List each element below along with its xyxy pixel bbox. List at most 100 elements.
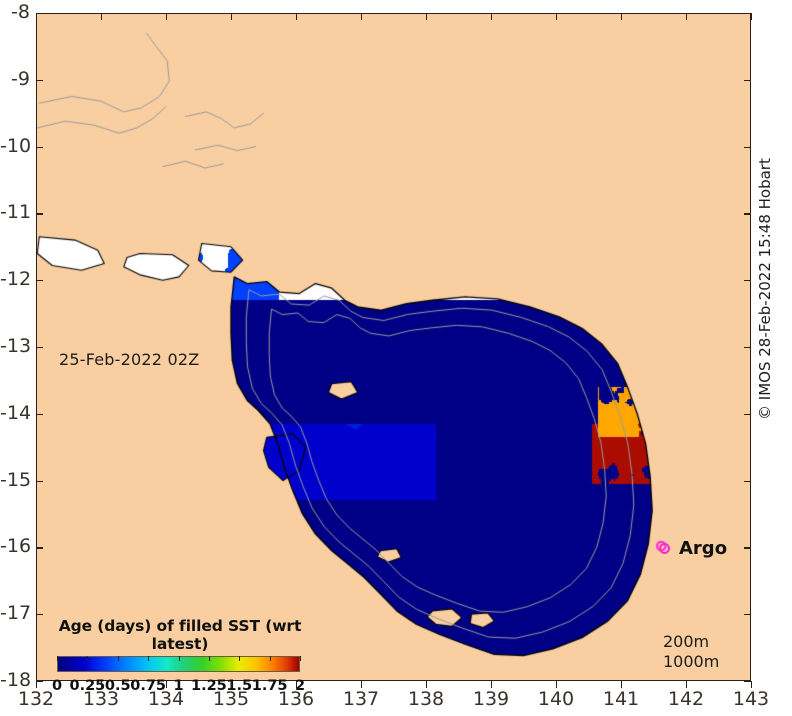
y-axis-tick-right	[744, 213, 751, 215]
y-axis-label: -9	[11, 67, 30, 90]
argo-legend: Argo	[659, 538, 727, 559]
x-axis-tick-top	[231, 13, 233, 20]
x-axis-tick	[231, 681, 233, 688]
depth-label-200m: 200m	[663, 632, 710, 651]
y-axis-tick-right	[744, 480, 751, 482]
depth-label-1000m: 1000m	[663, 652, 720, 671]
y-axis-label: -10	[0, 134, 32, 157]
depth-contour-legend: 200m 1000m	[663, 632, 719, 672]
x-axis-tick-top	[621, 13, 623, 20]
x-axis-label: 135	[212, 688, 250, 710]
y-axis-label: -15	[0, 468, 32, 491]
x-axis-label: 141	[602, 688, 640, 710]
x-axis-label: 139	[472, 688, 510, 710]
colorbar-title: Age (days) of filled SST (wrt latest)	[58, 617, 302, 653]
colorbar-tick-label: 0.25	[69, 678, 106, 694]
colorbar-tick	[300, 656, 301, 661]
colorbar-tick-label: 1	[173, 678, 184, 694]
colorbar-tick-label: 2	[294, 678, 306, 694]
y-axis-tick-right	[744, 347, 751, 349]
x-axis-tick-top	[36, 13, 38, 20]
colorbar-tick-label: 0	[51, 678, 63, 694]
x-axis-tick-top	[491, 13, 493, 20]
colorbar-tick-label: 0.75	[130, 678, 167, 694]
colorbar-tick-label: 1.5	[226, 678, 253, 694]
y-axis-tick-right	[744, 547, 751, 549]
x-axis-tick-top	[101, 13, 103, 20]
y-axis-label: -14	[0, 401, 32, 424]
y-axis-tick-right	[744, 79, 751, 82]
y-axis-tick-right	[744, 280, 751, 282]
x-axis-tick	[361, 681, 363, 688]
date-stamp-annotation: 25-Feb-2022 02Z	[59, 350, 200, 369]
x-axis-label: 132	[17, 688, 55, 710]
colorbar-tick	[87, 656, 89, 661]
x-axis-tick-top	[686, 13, 688, 20]
x-axis-tick	[491, 681, 493, 688]
x-axis-tick	[426, 681, 428, 688]
y-axis-label: -17	[0, 602, 32, 625]
y-axis-label: -18	[0, 669, 32, 691]
x-axis-label: 142	[667, 688, 705, 710]
y-axis-label: -16	[0, 535, 32, 558]
colorbar-tick-labels: 0 0.25 0.5 0.75 1 1.25 1.5 1.75 2	[52, 678, 305, 698]
argo-marker-icon	[659, 543, 670, 554]
x-axis-label: 134	[147, 688, 185, 710]
x-axis-label: 138	[407, 688, 445, 710]
x-axis-tick-top	[751, 13, 753, 20]
y-axis-tick	[36, 614, 43, 616]
y-axis-tick-right	[744, 13, 751, 15]
map-plot-area[interactable]	[36, 13, 751, 681]
y-axis-label: -13	[0, 335, 32, 357]
y-axis-tick-right	[744, 413, 751, 416]
x-axis-tick-top	[296, 13, 298, 20]
x-axis-tick	[751, 681, 753, 688]
colorbar-tick	[208, 656, 210, 661]
y-axis-label: -8	[11, 1, 30, 23]
y-axis-tick-right	[744, 681, 751, 683]
colorbar-tick	[178, 656, 180, 661]
y-axis-tick	[36, 480, 43, 482]
y-axis-label: -11	[0, 201, 32, 224]
x-axis-tick-top	[556, 13, 558, 20]
x-axis-tick-top	[166, 13, 168, 20]
colorbar-tick	[117, 656, 119, 661]
y-axis-tick-right	[744, 146, 751, 148]
colorbar-tick-label: 1.25	[190, 678, 227, 694]
y-axis-tick	[36, 413, 43, 416]
sst-age-raster-canvas[interactable]	[36, 13, 751, 681]
argo-legend-label: Argo	[679, 538, 728, 559]
x-axis-label: 136	[277, 688, 315, 710]
x-axis-label: 137	[342, 688, 380, 710]
x-axis-tick	[686, 681, 688, 688]
x-axis-tick	[101, 681, 103, 688]
x-axis-tick	[166, 681, 168, 688]
x-axis-tick	[36, 681, 38, 688]
colorbar-tick-label: 0.5	[104, 678, 131, 694]
x-axis-label: 143	[732, 688, 770, 710]
x-axis-tick	[621, 681, 623, 688]
colorbar-tick	[57, 656, 58, 661]
colorbar-tick-label: 1.75	[251, 678, 288, 694]
x-axis-tick	[556, 681, 558, 688]
colorbar-tick	[239, 656, 241, 661]
y-axis-tick	[36, 280, 43, 282]
y-axis-tick	[36, 79, 43, 82]
y-axis-tick	[36, 146, 43, 148]
y-axis-tick	[36, 547, 43, 549]
y-axis-tick	[36, 347, 43, 349]
y-axis-tick	[36, 681, 43, 683]
y-axis-tick	[36, 13, 43, 15]
credit-text: © IMOS 28-Feb-2022 15:48 Hobart	[756, 158, 774, 420]
colorbar-tick	[148, 656, 150, 661]
y-axis-label: -12	[0, 268, 32, 291]
y-axis-tick-right	[744, 614, 751, 616]
x-axis-tick-top	[361, 13, 363, 20]
x-axis-tick	[296, 681, 298, 688]
colorbar-tick	[269, 656, 271, 661]
x-axis-label: 133	[82, 688, 120, 710]
colorbar-ticks	[57, 656, 301, 677]
x-axis-tick-top	[426, 13, 428, 20]
